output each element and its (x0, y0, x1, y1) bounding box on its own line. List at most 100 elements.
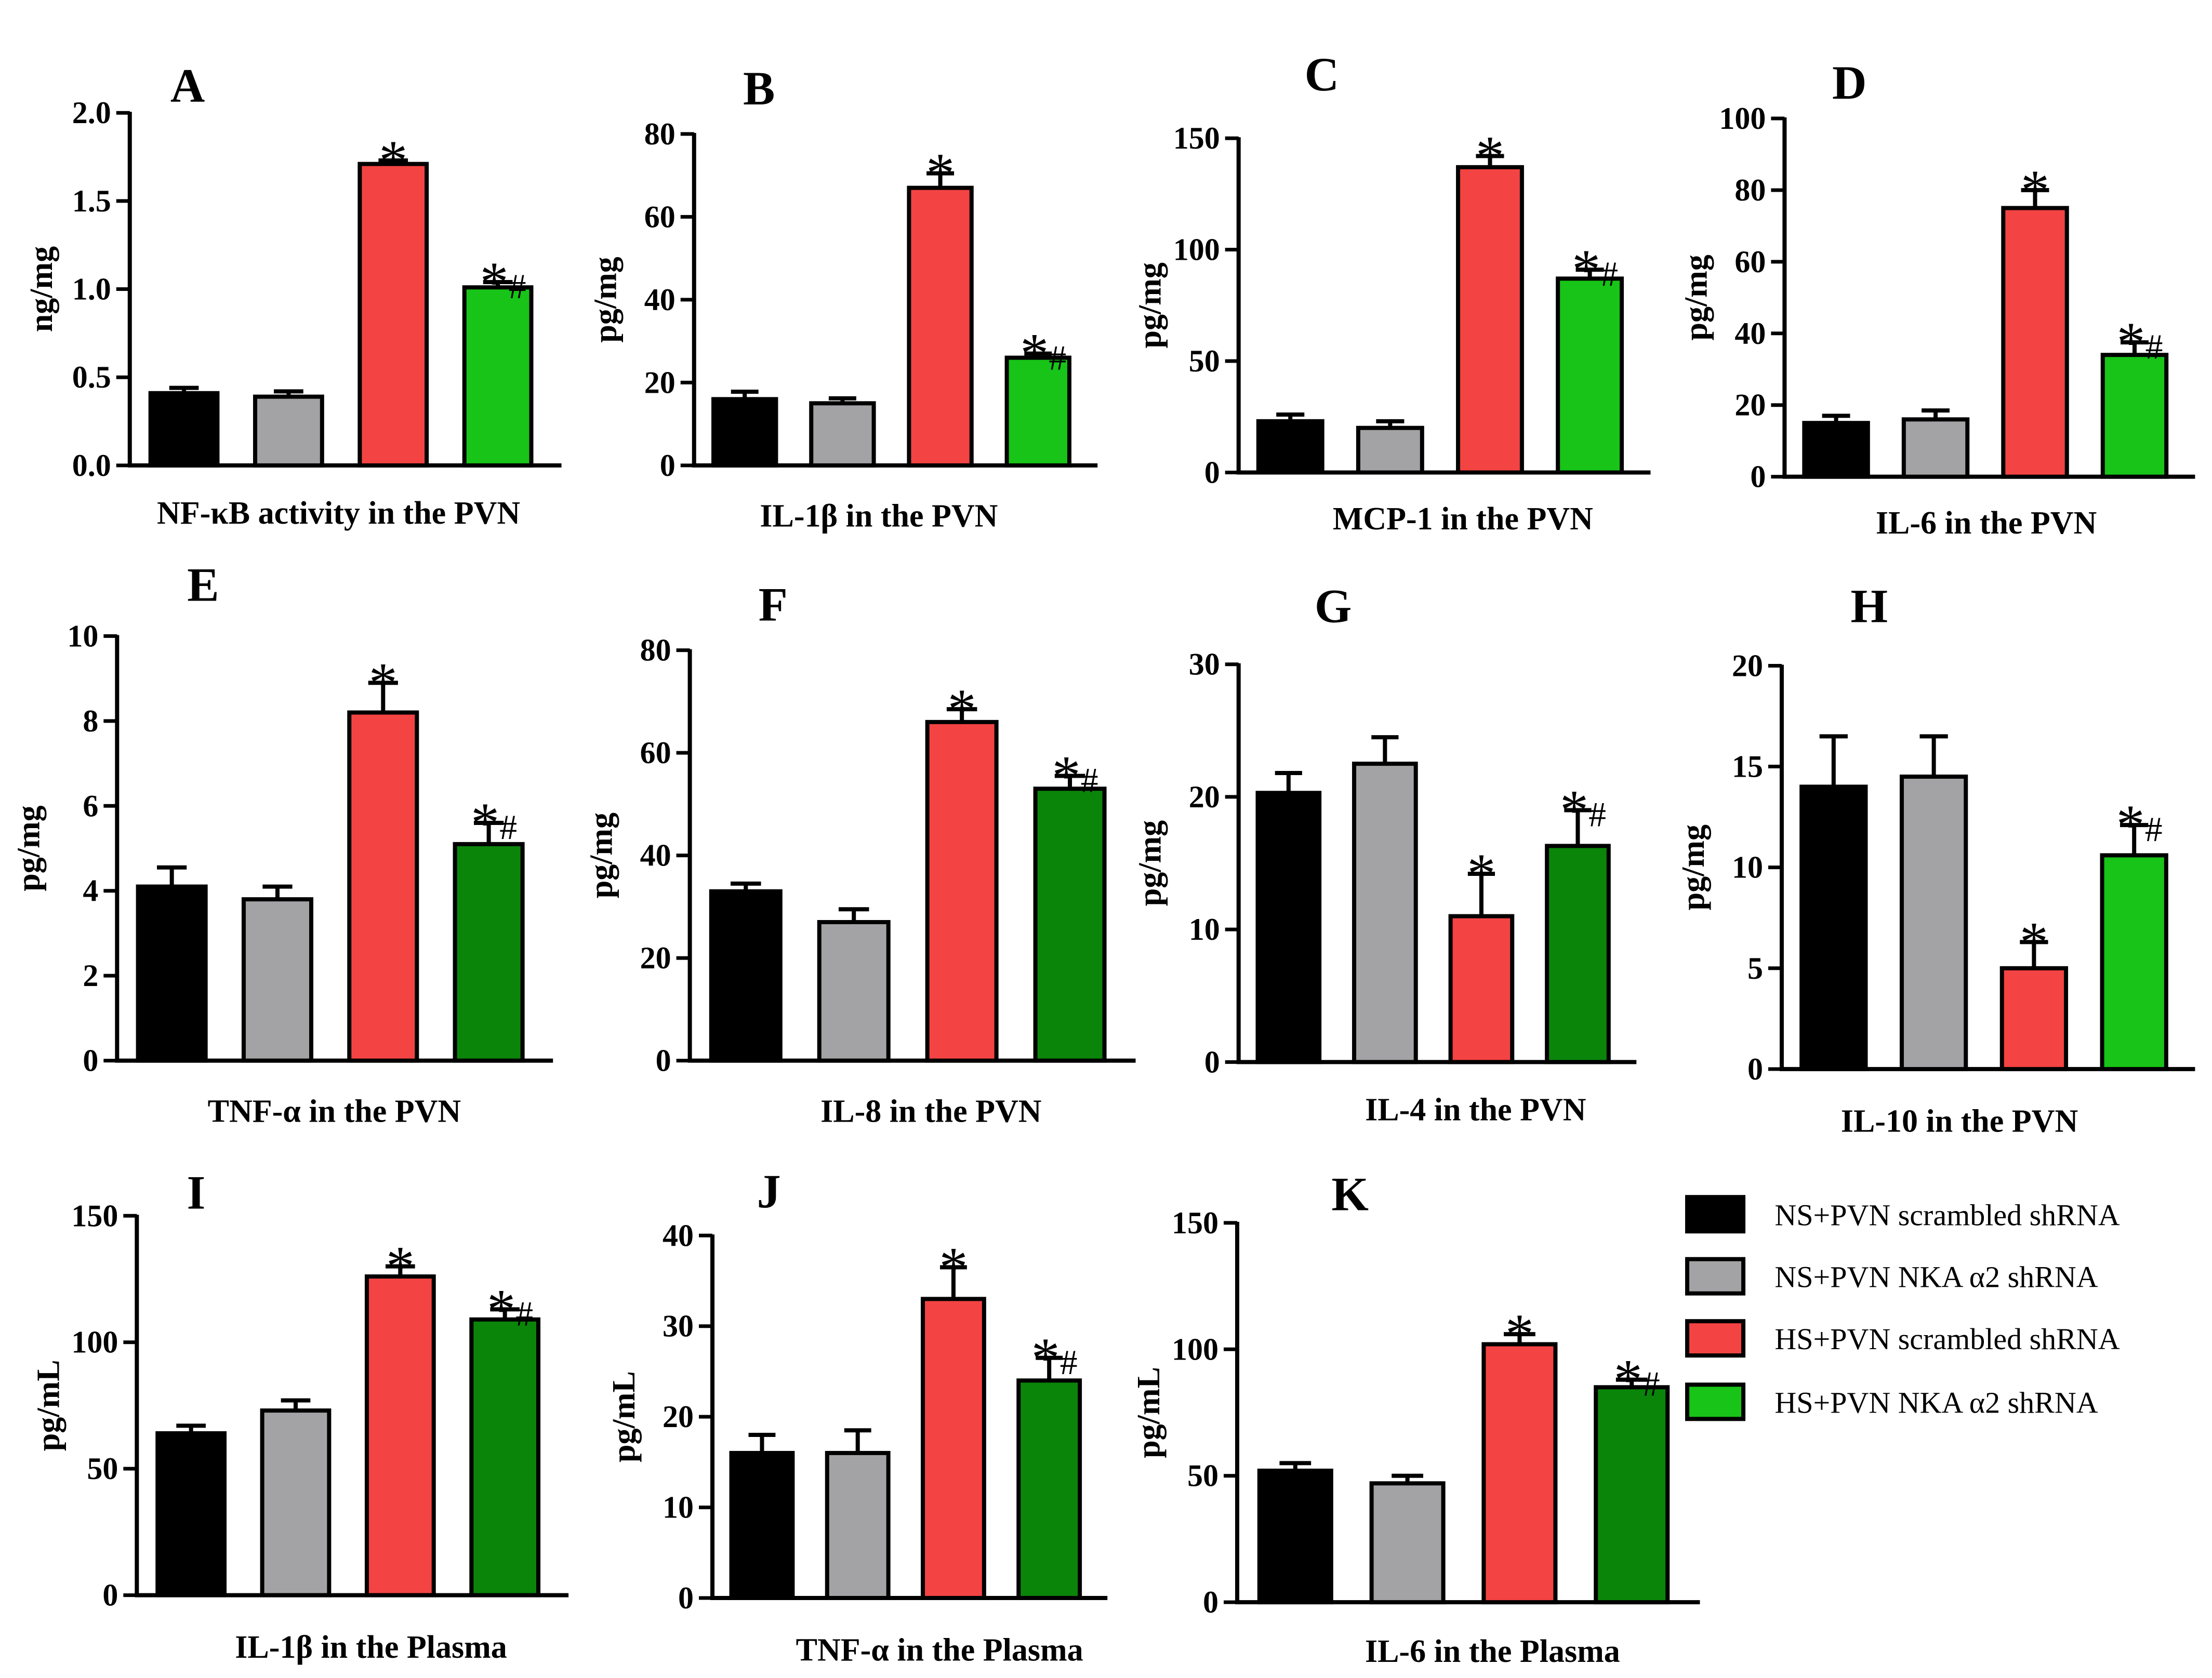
panel-letter: B (743, 62, 775, 115)
significance-marker: *# (1560, 778, 1606, 842)
significance-marker: * (386, 1235, 415, 1298)
panel-letter: C (1305, 48, 1339, 101)
bar (2001, 206, 2069, 479)
bar (1448, 914, 1515, 1064)
y-tick-label: 0 (1204, 455, 1220, 489)
y-tick-label: 10 (67, 619, 98, 653)
y-tick-label: 80 (644, 117, 675, 151)
significance-marker: *# (487, 1277, 533, 1341)
y-tick-label: 0 (678, 1581, 694, 1615)
panel-letter: A (170, 59, 205, 112)
panel-letter: J (757, 1165, 781, 1218)
y-axis-label: pg/mg (1133, 262, 1168, 348)
panel-letter: K (1331, 1167, 1369, 1220)
significance-marker: *# (1020, 322, 1066, 385)
x-axis-label: IL-4 in the PVN (1365, 1093, 1586, 1128)
bar (921, 1297, 986, 1601)
panel-letter: D (1832, 56, 1866, 109)
bar (2100, 353, 2169, 479)
panel-e: E 0 2 4 6 8 10 pg/mg TNF-α in the PVN * *# (11, 558, 553, 1129)
significance-marker: * (2021, 158, 2049, 222)
bar (1256, 419, 1324, 475)
significance-marker: *# (1572, 238, 1618, 301)
x-axis-label: TNF-α in the PVN (208, 1094, 461, 1129)
significance-marker: *# (1031, 1326, 1078, 1390)
bar (136, 884, 208, 1063)
legend-item: NS+PVN NKA α2 shRNA (1685, 1257, 2098, 1296)
x-axis-label: IL-1β in the Plasma (235, 1630, 507, 1665)
y-tick-label: 10 (1732, 850, 1763, 885)
y-tick-label: 0 (102, 1578, 118, 1613)
y-tick-label: 40 (644, 283, 675, 317)
y-tick-label: 0 (660, 448, 675, 483)
panel-k: K 0 50 100 150 pg/mL IL-6 in the Plasma * *# (1131, 1167, 1700, 1669)
significance-marker: *# (1052, 744, 1098, 808)
panel-c: C 0 50 100 150 pg/mg MCP-1 in the PVN * *# (1133, 48, 1651, 537)
legend-label: HS+PVN NKA α2 shRNA (1774, 1386, 2098, 1419)
panel-letter: H (1850, 579, 1888, 632)
y-axis-label: pg/mL (1131, 1367, 1167, 1458)
panel-j: J 0 10 20 30 40 pg/mL TNF-α in the Plasma * *# (606, 1165, 1108, 1668)
y-tick-label: 80 (1734, 173, 1766, 207)
y-tick-label: 100 (1719, 101, 1766, 136)
y-tick-label: 40 (640, 838, 671, 873)
panel-a: A 0.0 0.5 1.0 1.5 2.0 ng/mg NF-κB activity in t… (24, 59, 562, 531)
y-tick-label: 0 (83, 1044, 98, 1078)
significance-marker: * (379, 129, 407, 192)
y-tick-label: 30 (1189, 647, 1220, 682)
bar (1255, 791, 1322, 1064)
bar (1799, 784, 1868, 1071)
bar (1016, 1378, 1082, 1601)
y-tick-label: 8 (83, 704, 98, 738)
y-tick-label: 4 (83, 874, 98, 908)
y-tick-label: 50 (1189, 344, 1220, 378)
bar (711, 397, 778, 468)
bar (907, 185, 974, 468)
y-tick-label: 50 (1187, 1459, 1218, 1493)
bar (809, 401, 876, 468)
bar (1456, 165, 1524, 475)
bar (1901, 417, 1970, 479)
y-axis-label: ng/mg (24, 246, 59, 332)
y-axis-label: pg/mL (31, 1360, 66, 1451)
y-tick-label: 0 (656, 1044, 671, 1078)
x-axis-label: IL-8 in the PVN (820, 1094, 1041, 1129)
y-axis-label: pg/mg (1676, 824, 1711, 910)
legend-item: HS+PVN scrambled shRNA (1685, 1319, 2120, 1358)
significance-marker: * (1505, 1302, 1534, 1366)
bar (729, 1450, 795, 1601)
y-tick-label: 150 (1173, 121, 1220, 155)
legend-label: NS+PVN scrambled shRNA (1774, 1198, 2120, 1232)
bar (148, 391, 220, 468)
y-tick-label: 100 (1172, 1332, 1218, 1366)
y-tick-label: 100 (1173, 233, 1220, 267)
legend-swatch (1685, 1195, 1746, 1234)
legend-item: NS+PVN scrambled shRNA (1685, 1195, 2120, 1234)
y-tick-label: 5 (1747, 951, 1763, 986)
y-axis-label: pg/mg (584, 813, 619, 898)
x-axis-label: NF-κB activity in the PVN (157, 496, 520, 531)
bar (1369, 1481, 1446, 1605)
x-axis-label: IL-10 in the PVN (1841, 1103, 2078, 1139)
bar (469, 1317, 541, 1597)
bar (1352, 762, 1418, 1064)
y-tick-label: 60 (644, 199, 675, 234)
panel-g: G 0 10 20 30 pg/mg IL-4 in the PVN * *# (1133, 579, 1637, 1128)
y-tick-label: 0 (1204, 1045, 1220, 1079)
panel-h: H 0 5 10 15 20 pg/mg IL-10 in the PVN * *# (1676, 579, 2195, 1139)
bar (1545, 844, 1611, 1064)
significance-marker: * (939, 1235, 968, 1299)
bar (357, 162, 429, 468)
y-tick-label: 10 (1189, 912, 1220, 947)
panel-b: B 0 20 40 60 80 pg/mg IL-1β in the PVN * *# (588, 62, 1098, 534)
bar (1556, 276, 1624, 475)
y-tick-label: 50 (87, 1451, 118, 1486)
bar (1481, 1342, 1558, 1605)
legend-swatch (1685, 1257, 1746, 1296)
significance-marker: *# (471, 791, 517, 855)
legend-label: NS+PVN NKA α2 shRNA (1774, 1260, 2098, 1294)
significance-marker: * (369, 651, 398, 714)
panel-f: F 0 20 40 60 80 pg/mg IL-8 in the PVN * *# (584, 578, 1136, 1129)
y-tick-label: 0 (1747, 1052, 1763, 1086)
